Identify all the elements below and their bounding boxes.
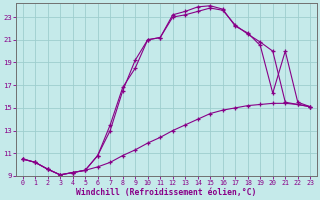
X-axis label: Windchill (Refroidissement éolien,°C): Windchill (Refroidissement éolien,°C) [76, 188, 257, 197]
